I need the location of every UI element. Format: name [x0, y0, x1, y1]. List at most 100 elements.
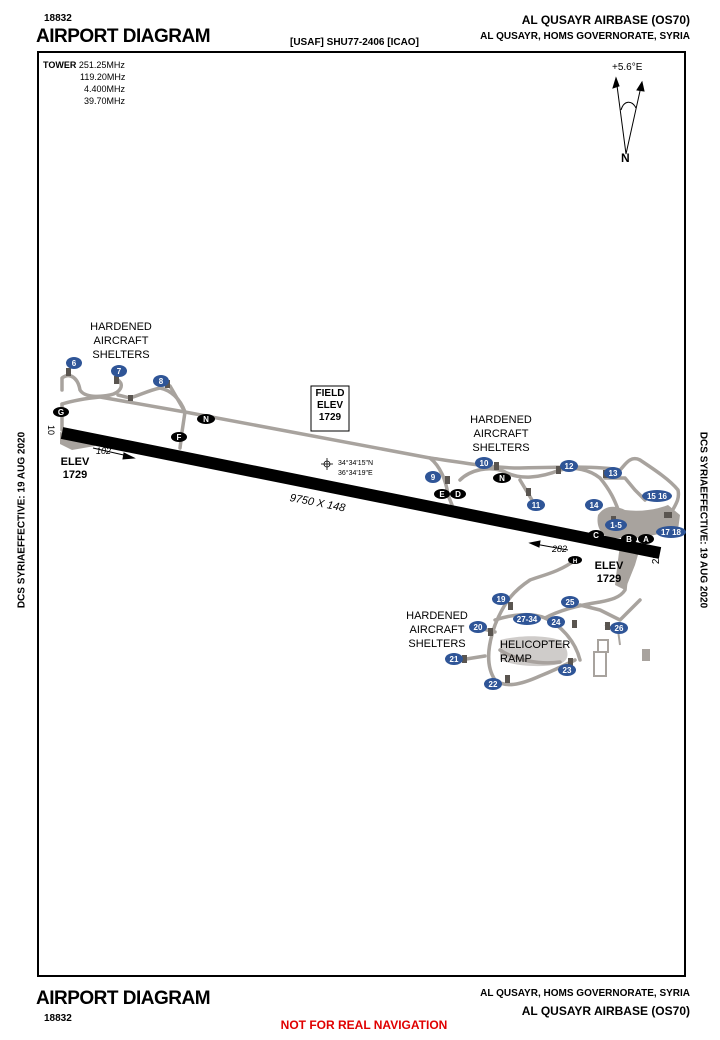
parking-badge-8: 8: [153, 375, 169, 387]
svg-text:10: 10: [480, 459, 489, 468]
parking-badge-9: 9: [425, 471, 441, 483]
svg-text:6: 6: [72, 359, 77, 368]
label-hardened-shelters-south: HARDENED AIRCRAFT SHELTERS: [406, 610, 468, 650]
svg-text:24: 24: [552, 618, 561, 627]
label-hardened-shelters-west: HARDENED AIRCRAFT SHELTERS: [90, 321, 152, 361]
page-title: AIRPORT DIAGRAM: [36, 26, 211, 47]
svg-text:H: H: [573, 559, 577, 565]
taxiway-north-shelters: [458, 466, 602, 482]
taxiway-label-d: D: [450, 489, 466, 499]
footer-doc-number: 18832: [44, 1013, 72, 1024]
apron-heli: [500, 636, 568, 667]
taxiway-label-c: C: [588, 530, 604, 540]
svg-text:15 16: 15 16: [647, 492, 668, 501]
latitude: 34°34'15"N: [338, 460, 374, 467]
frequency-3: 4.400MHz: [84, 84, 126, 94]
runway: [60, 427, 662, 559]
taxiway-label-b: B: [621, 534, 637, 544]
svg-text:13: 13: [609, 469, 618, 478]
runway-heading-102: 102: [96, 446, 112, 456]
footer-airbase: AL QUSAYR AIRBASE (OS70): [521, 1004, 690, 1018]
north-arrow-icon: [612, 76, 645, 155]
field-elev-line2: ELEV: [316, 400, 344, 411]
svg-text:1-5: 1-5: [610, 521, 622, 530]
footer-location: AL QUSAYR, HOMS GOVERNORATE, SYRIA: [480, 988, 690, 999]
svg-text:27-34: 27-34: [517, 615, 538, 624]
svg-text:12: 12: [565, 462, 574, 471]
svg-text:D: D: [455, 490, 461, 499]
field-elev-value: 1729: [318, 412, 342, 423]
taxiway-east-south: [543, 538, 630, 620]
svg-text:14: 14: [590, 501, 599, 510]
parking-badge-13: 13: [604, 467, 622, 479]
parking-badge-17-18: 17 18: [656, 526, 686, 538]
airbase-name: AL QUSAYR AIRBASE (OS70): [521, 13, 690, 27]
taxiway-label-g: G: [53, 407, 69, 417]
taxiway-label-a: A: [638, 534, 654, 544]
runway-heading-282: 282: [552, 544, 568, 554]
parking-badge-26: 26: [610, 622, 628, 634]
svg-text:17 18: 17 18: [661, 528, 682, 537]
svg-text:8: 8: [159, 377, 164, 386]
svg-text:N: N: [203, 415, 209, 424]
parking-badge-10: 10: [475, 457, 493, 469]
label-helicopter-ramp: HELICOPTER RAMP: [500, 639, 571, 665]
svg-text:23: 23: [563, 666, 572, 675]
taxiway-label-e: E: [434, 489, 450, 499]
magnetic-variation: +5.6°E: [612, 62, 643, 73]
parking-badge-25: 25: [561, 596, 579, 608]
svg-text:A: A: [643, 535, 649, 544]
svg-text:26: 26: [615, 624, 624, 633]
runway-west-elevation: ELEV 1729: [60, 456, 90, 481]
taxiway-south-inner: [493, 612, 582, 662]
parking-badge-1-5: 1-5: [605, 519, 627, 531]
svg-text:G: G: [58, 408, 64, 417]
taxiway-south-east: [578, 598, 642, 622]
frequency-1: 251.25MHz: [78, 60, 125, 70]
doc-number: 18832: [44, 13, 72, 24]
svg-text:B: B: [626, 535, 632, 544]
svg-text:C: C: [593, 531, 599, 540]
airport-reference-point: [321, 458, 333, 470]
svg-text:25: 25: [566, 598, 575, 607]
svg-text:11: 11: [532, 501, 541, 510]
svg-text:20: 20: [474, 623, 483, 632]
parking-badge-24: 24: [547, 616, 565, 628]
taxiway-f-connector: [178, 410, 187, 450]
building-2: [597, 639, 609, 653]
runway-east-elevation: ELEV 1729: [594, 560, 624, 585]
runway-heading-arrows: [92, 447, 569, 551]
taxiway-south-loop: [486, 558, 577, 687]
svg-text:21: 21: [450, 655, 459, 664]
parking-badge-7: 7: [111, 365, 127, 377]
svg-text:7: 7: [117, 367, 122, 376]
footer-title: AIRPORT DIAGRAM: [36, 988, 211, 1009]
svg-text:N: N: [499, 474, 505, 483]
parking-badge-21: 21: [445, 653, 463, 665]
north-label: N: [621, 151, 630, 165]
svg-text:F: F: [177, 433, 182, 442]
svg-text:22: 22: [489, 680, 498, 689]
field-elevation: FIELD ELEV 1729: [311, 388, 349, 424]
parking-badge-6: 6: [66, 357, 82, 369]
taxiway-west-loop: [60, 373, 123, 399]
apron-east-end: [615, 545, 640, 590]
parking-badge-15-16: 15 16: [642, 490, 672, 502]
field-elev-line1: FIELD: [315, 388, 345, 399]
tower-label: TOWER: [43, 60, 77, 70]
field-elevation-box: [310, 385, 350, 432]
reference-coordinates: 34°34'15"N 36°34'19"E: [338, 459, 373, 479]
parking-badge-22: 22: [484, 678, 502, 690]
svg-text:19: 19: [497, 595, 506, 604]
taxiway-label-n-east: N: [493, 473, 511, 483]
parking-badge-23: 23: [558, 664, 576, 676]
navigation-warning: NOT FOR REAL NAVIGATION: [280, 1018, 448, 1032]
frequency-2: 119.20MHz: [80, 72, 126, 82]
diagram-frame: [37, 51, 686, 977]
svg-text:E: E: [439, 490, 445, 499]
frequency-4: 39.70MHz: [84, 96, 126, 106]
parking-badge-20: 20: [469, 621, 487, 633]
usaf-code: [USAF] SHU77-2406 [ICAO]: [290, 37, 419, 48]
parking-badge-19: 19: [492, 593, 510, 605]
longitude: 36°34'19"E: [338, 470, 373, 477]
